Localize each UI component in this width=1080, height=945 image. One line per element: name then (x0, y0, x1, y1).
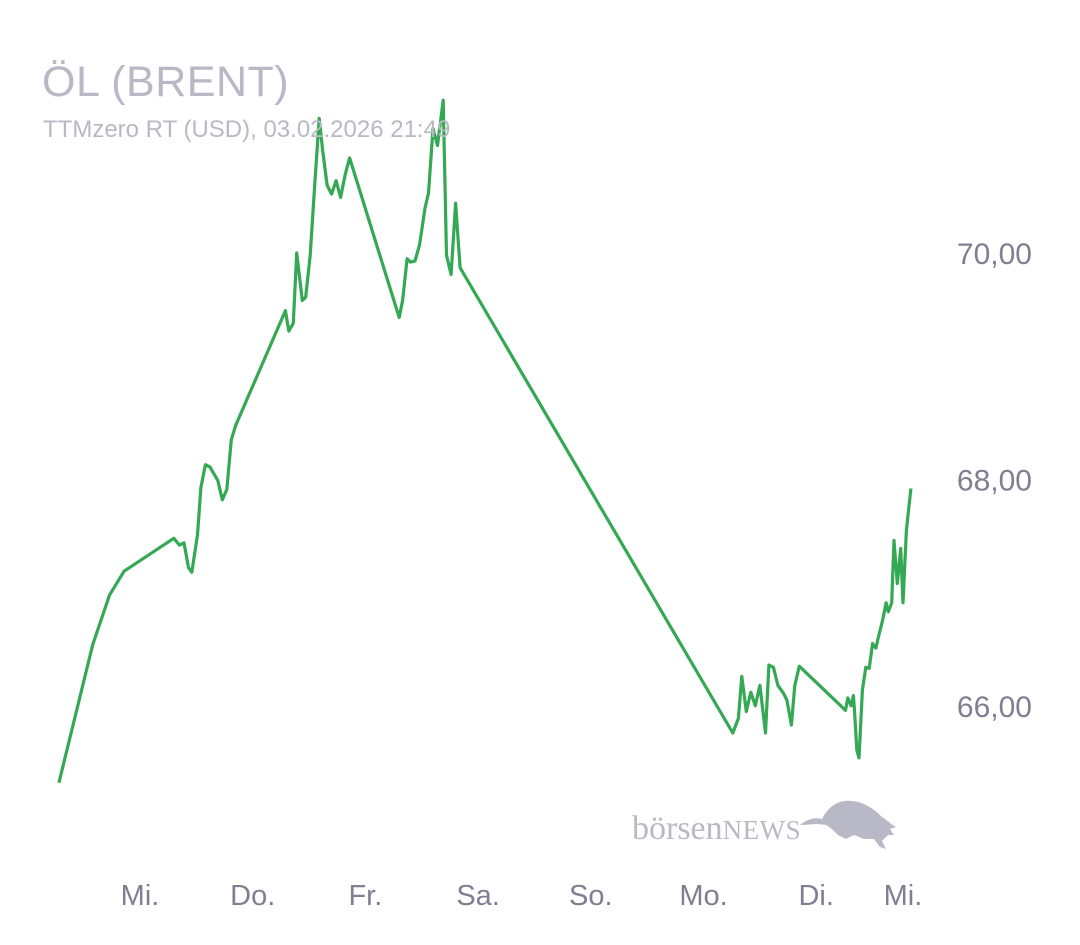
y-tick-label: 66,00 (957, 691, 1032, 724)
x-tick-label: So. (569, 880, 613, 912)
x-tick-label: Fr. (348, 880, 382, 912)
y-tick-label: 68,00 (957, 464, 1032, 497)
logo-text-lower: börsen (632, 810, 723, 847)
x-axis: Mi. Do. Fr. Sa. So. Mo. Di. Mi. (121, 880, 923, 912)
price-line (57, 98, 913, 784)
logo-text: börsenNEWS (632, 810, 801, 848)
x-tick-label: Mi. (121, 880, 160, 912)
x-tick-label: Mi. (884, 880, 923, 912)
chart-title: ÖL (BRENT) (42, 58, 290, 106)
y-tick-label: 70,00 (957, 238, 1032, 271)
x-tick-label: Di. (798, 880, 833, 912)
x-tick-label: Do. (230, 880, 275, 912)
logo-text-caps: NEWS (722, 815, 802, 845)
x-tick-label: Sa. (456, 880, 500, 912)
x-tick-label: Mo. (679, 880, 727, 912)
bull-icon (800, 800, 896, 849)
chart-subtitle: TTMzero RT (USD), 03.02.2026 21:49 (43, 116, 451, 143)
y-axis: 70,00 68,00 66,00 (957, 238, 1032, 724)
